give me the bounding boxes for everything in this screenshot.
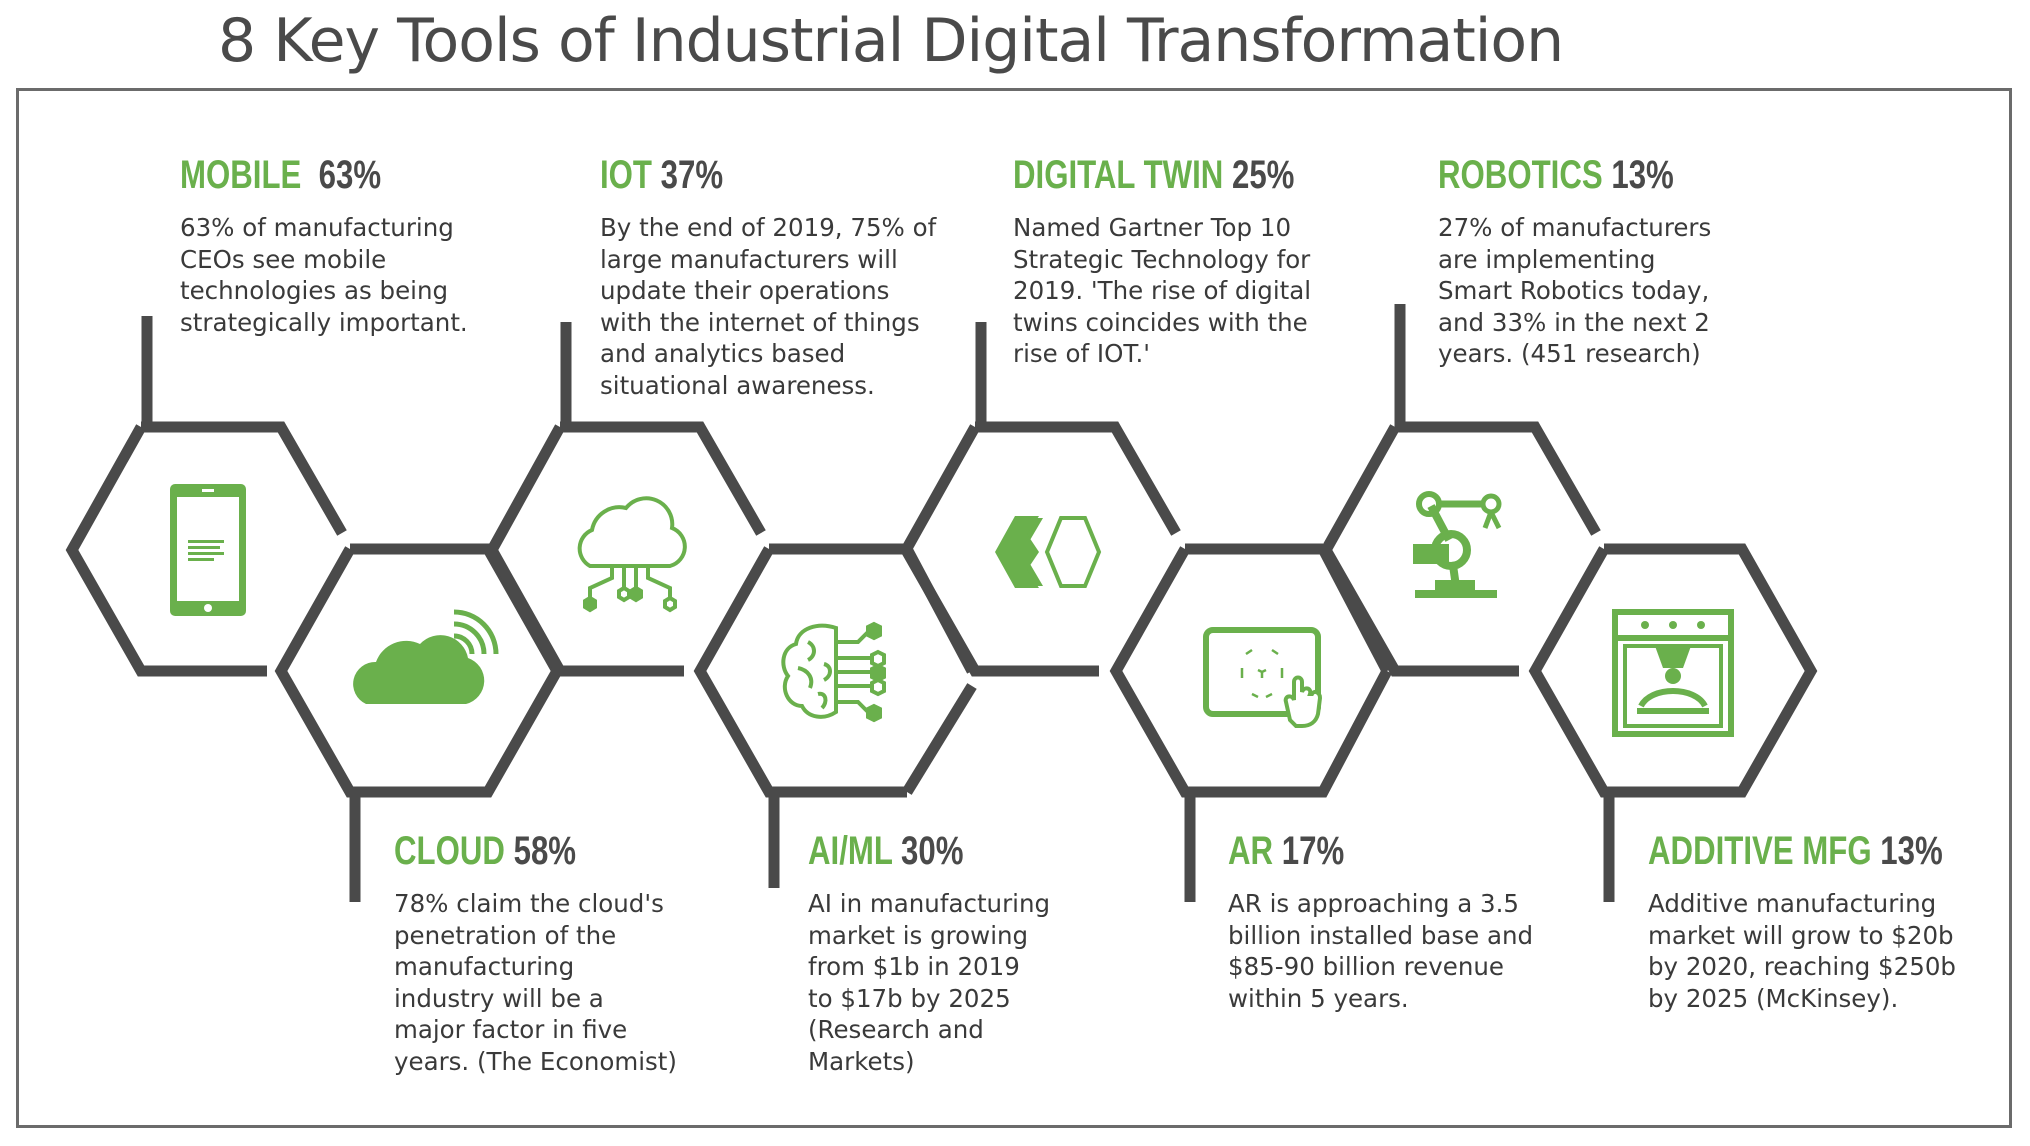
ar-tablet-icon: [1203, 627, 1323, 728]
tool-name: MOBILE: [180, 153, 302, 197]
tool-heading: MOBILE 63%: [180, 152, 404, 198]
tool-name: DIGITAL TWIN: [1013, 153, 1224, 197]
tool-name: ROBOTICS: [1438, 153, 1603, 197]
tool-description: By the end of 2019, 75% of large manufac…: [600, 213, 937, 400]
hex-outline-iot: [485, 421, 766, 677]
tool-percent: 58%: [513, 829, 577, 873]
tool-description: 27% of manufacturers are implementing Sm…: [1438, 213, 1712, 368]
tool-name: AR: [1228, 829, 1274, 873]
3d-printer-icon: [1612, 609, 1734, 737]
tool-percent: 13%: [1611, 153, 1674, 197]
hex-outline-additive: [1528, 543, 1818, 798]
tool-heading: ROBOTICS 13%: [1438, 152, 1674, 198]
tool-description: AR is approaching a 3.5 billion installe…: [1228, 889, 1534, 1013]
tool-percent: 63%: [318, 153, 382, 197]
cloud-network-icon: [577, 496, 687, 613]
tool-cloud: CLOUD 58% 78% claim the cloud's penetrat…: [394, 828, 677, 1077]
tool-percent: 30%: [901, 829, 964, 873]
tool-percent: 17%: [1281, 829, 1345, 873]
tool-heading: AI/ML 30%: [808, 828, 997, 874]
twin-hexagons-icon: [995, 516, 1102, 588]
tool-heading: ADDITIVE MFG 13%: [1648, 828, 1943, 874]
tool-percent: 25%: [1231, 153, 1295, 197]
tool-robotics: ROBOTICS 13% 27% of manufacturers are im…: [1438, 152, 1740, 370]
tool-description: AI in manufacturing market is growing fr…: [808, 889, 1051, 1076]
hex-outline-mobile: [65, 421, 347, 677]
tool-mobile: MOBILE 63% 63% of manufacturing CEOs see…: [180, 152, 468, 338]
tool-heading: AR 17%: [1228, 828, 1466, 874]
tool-name: AI/ML: [808, 829, 893, 873]
tool-aiml: AI/ML 30% AI in manufacturing market is …: [808, 828, 1050, 1077]
page-title: 8 Key Tools of Industrial Digital Transf…: [218, 6, 1564, 76]
tool-additive-mfg: ADDITIVE MFG 13% Additive manufacturing …: [1648, 828, 2026, 1014]
robot-arm-icon: [1413, 491, 1502, 598]
infographic-frame: [16, 88, 2012, 1128]
hex-outline-aiml: [693, 543, 907, 798]
tool-name: ADDITIVE MFG: [1648, 829, 1872, 873]
tool-percent: 13%: [1880, 829, 1943, 873]
tool-name: IOT: [600, 153, 653, 197]
tool-description: 63% of manufacturing CEOs see mobile tec…: [180, 213, 468, 337]
tool-description: 78% claim the cloud's penetration of the…: [394, 889, 677, 1076]
tool-heading: IOT 37%: [600, 152, 862, 198]
tool-ar: AR 17% AR is approaching a 3.5 billion i…: [1228, 828, 1533, 1014]
tool-heading: CLOUD 58%: [394, 828, 615, 874]
tool-name: CLOUD: [394, 829, 505, 873]
brain-circuit-icon: [781, 621, 886, 723]
tool-heading: DIGITAL TWIN 25%: [1013, 152, 1294, 198]
tool-iot: IOT 37% By the end of 2019, 75% of large…: [600, 152, 936, 401]
cloud-wifi-icon: [353, 609, 499, 704]
tablet-icon: [170, 484, 246, 616]
tool-description: Additive manufacturing market will grow …: [1648, 889, 1956, 1013]
tool-digital-twin: DIGITAL TWIN 25% Named Gartner Top 10 St…: [1013, 152, 1374, 370]
tool-description: Named Gartner Top 10 Strategic Technolog…: [1013, 213, 1312, 368]
tool-percent: 37%: [660, 153, 724, 197]
